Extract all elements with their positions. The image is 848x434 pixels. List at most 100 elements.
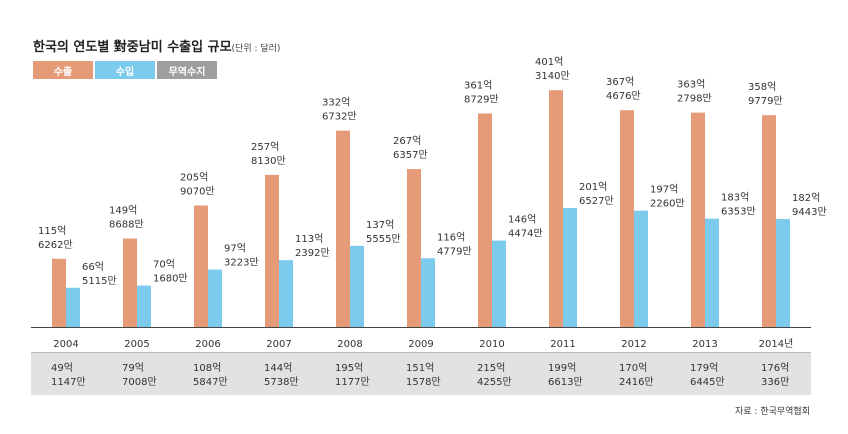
export-bar	[478, 113, 492, 327]
import-bar	[137, 285, 151, 327]
export-value-label: 4676만	[606, 90, 641, 102]
balance-value-label: 151억	[406, 362, 434, 374]
legend-balance: 무역수지	[157, 61, 217, 79]
import-value-label: 97억	[224, 243, 246, 255]
import-value-label: 2260만	[650, 198, 685, 210]
balance-value-label: 5847만	[193, 376, 228, 388]
year-tick-label: 2010	[479, 339, 504, 350]
balance-value-label: 6445만	[690, 376, 725, 388]
export-bar	[123, 238, 137, 327]
export-value-label: 401억	[535, 56, 563, 68]
export-value-label: 367억	[606, 76, 634, 88]
trade-balance-band	[31, 353, 811, 395]
balance-value-label: 1147만	[51, 376, 86, 388]
legend-export: 수출	[33, 61, 93, 79]
import-value-label: 5555만	[366, 233, 401, 245]
year-tick-label: 2014년	[759, 338, 794, 350]
import-value-label: 9443만	[792, 206, 827, 218]
import-bar	[634, 210, 648, 327]
export-bar	[52, 258, 66, 327]
year-tick-label: 2008	[337, 339, 362, 350]
unit-label: (단위 : 달러)	[231, 44, 281, 54]
export-value-label: 9070만	[180, 185, 215, 197]
import-value-label: 182억	[792, 192, 820, 204]
balance-value-label: 4255만	[477, 376, 512, 388]
year-tick-label: 2005	[124, 339, 149, 350]
export-bar	[194, 205, 208, 327]
balance-value-label: 179억	[690, 362, 718, 374]
legend-balance-label: 무역수지	[168, 66, 206, 78]
legend-import: 수입	[95, 61, 155, 79]
import-value-label: 197억	[650, 184, 678, 196]
import-value-label: 183억	[721, 192, 749, 204]
import-bar	[279, 260, 293, 327]
import-value-label: 70억	[153, 259, 175, 271]
import-bar	[776, 219, 790, 327]
export-value-label: 332억	[322, 97, 350, 109]
export-value-label: 257억	[251, 141, 279, 153]
import-value-label: 201억	[579, 181, 607, 193]
year-tick-label: 2006	[195, 339, 220, 350]
export-value-label: 9779만	[748, 95, 783, 107]
import-bar	[563, 208, 577, 327]
export-value-label: 8688만	[109, 219, 144, 231]
export-value-label: 358억	[748, 81, 776, 93]
export-value-label: 6357만	[393, 149, 428, 161]
import-bar	[492, 240, 506, 327]
balance-value-label: 1578만	[406, 376, 441, 388]
import-bar	[350, 245, 364, 327]
balance-value-label: 215억	[477, 362, 505, 374]
balance-value-label: 336만	[761, 376, 789, 388]
chart-title-text: 한국의 연도별 對중남미 수출입 규모	[33, 40, 232, 55]
year-tick-label: 2011	[550, 339, 575, 350]
legend-import-label: 수입	[115, 66, 135, 78]
export-value-label: 205억	[180, 171, 208, 183]
export-bar	[549, 90, 563, 327]
import-value-label: 2392만	[295, 247, 330, 259]
export-value-label: 8130만	[251, 155, 286, 167]
year-tick-label: 2007	[266, 339, 291, 350]
import-value-label: 6353만	[721, 206, 756, 218]
balance-value-label: 176억	[761, 362, 789, 374]
import-value-label: 3223만	[224, 257, 259, 269]
chart-title: 한국의 연도별 對중남미 수출입 규모(단위 : 달러)	[33, 36, 280, 55]
import-bar	[208, 269, 222, 327]
import-value-label: 6527만	[579, 195, 614, 207]
export-value-label: 6732만	[322, 111, 357, 123]
import-value-label: 4474만	[508, 228, 543, 240]
export-value-label: 3140만	[535, 70, 570, 82]
export-value-label: 363억	[677, 79, 705, 91]
export-value-label: 149억	[109, 205, 137, 217]
export-value-label: 361억	[464, 79, 492, 91]
export-value-label: 115억	[38, 225, 66, 237]
export-bar	[620, 110, 634, 328]
legend-export-label: 수출	[53, 66, 73, 78]
year-tick-label: 2009	[408, 339, 433, 350]
balance-value-label: 79억	[122, 362, 144, 374]
balance-value-label: 49억	[51, 362, 73, 374]
year-tick-label: 2012	[621, 339, 646, 350]
export-bar	[336, 130, 350, 327]
import-value-label: 113억	[295, 233, 323, 245]
balance-value-label: 5738만	[264, 376, 299, 388]
import-bar	[66, 287, 80, 327]
import-value-label: 4779만	[437, 245, 472, 257]
balance-value-label: 108억	[193, 362, 221, 374]
balance-value-label: 144억	[264, 362, 292, 374]
export-value-label: 267억	[393, 135, 421, 147]
export-bar	[265, 174, 279, 327]
import-value-label: 1680만	[153, 273, 188, 285]
balance-value-label: 7008만	[122, 376, 157, 388]
export-value-label: 6262만	[38, 239, 73, 251]
year-tick-label: 2004	[53, 339, 78, 350]
import-value-label: 66억	[82, 261, 104, 273]
import-bar	[421, 258, 435, 327]
source-note: 자료 : 한국무역협회	[735, 407, 810, 417]
export-value-label: 2798만	[677, 93, 712, 105]
import-value-label: 146억	[508, 214, 536, 226]
import-value-label: 137억	[366, 219, 394, 231]
export-bar	[691, 112, 705, 327]
export-bar	[762, 115, 776, 327]
balance-value-label: 6613만	[548, 376, 583, 388]
